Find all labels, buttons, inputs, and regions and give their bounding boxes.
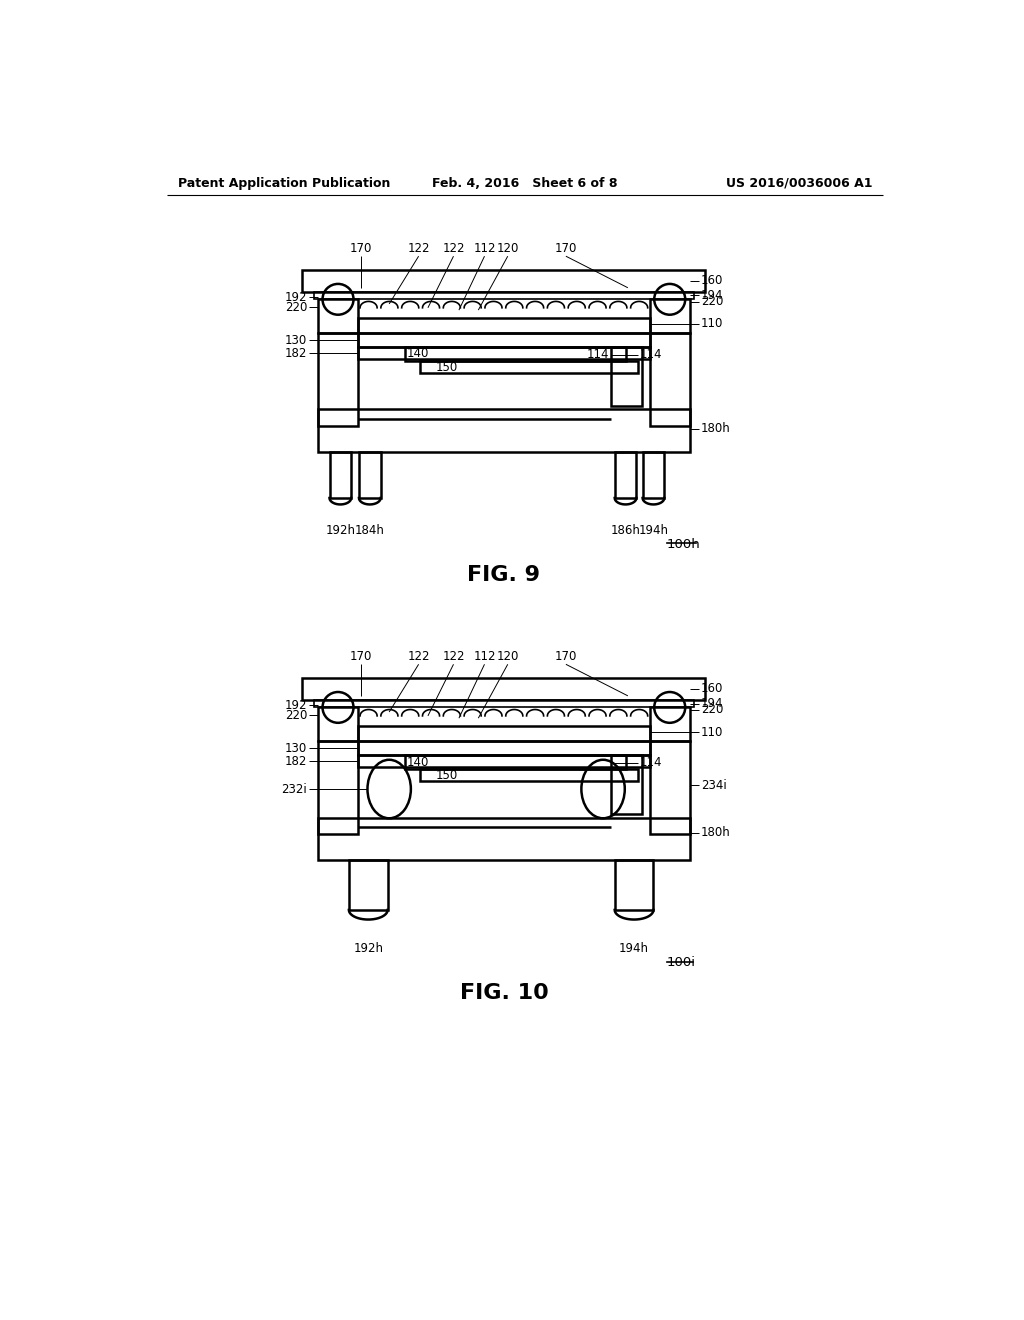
Bar	[302, 678, 706, 700]
Text: 170: 170	[349, 242, 372, 255]
Text: 100i: 100i	[667, 956, 695, 969]
Bar	[317, 817, 690, 859]
Text: 192: 192	[285, 698, 307, 711]
Text: 110: 110	[700, 317, 723, 330]
Text: 130: 130	[285, 742, 307, 755]
Text: Patent Application Publication: Patent Application Publication	[178, 177, 391, 190]
Text: 194h: 194h	[638, 524, 669, 537]
Text: 194h: 194h	[620, 942, 649, 956]
Text: FIG. 9: FIG. 9	[467, 565, 541, 585]
Bar	[420, 360, 638, 374]
Bar	[358, 333, 649, 347]
Bar	[330, 451, 351, 498]
Text: 112: 112	[473, 242, 496, 255]
Text: 170: 170	[555, 242, 578, 255]
Text: 194: 194	[700, 289, 723, 302]
Bar	[611, 755, 642, 813]
Text: 170: 170	[349, 649, 372, 663]
Bar	[404, 755, 627, 770]
Text: 182: 182	[285, 755, 307, 768]
Text: FIG. 10: FIG. 10	[460, 983, 548, 1003]
Text: 186h: 186h	[610, 524, 640, 537]
Bar	[314, 700, 693, 708]
Text: 220: 220	[700, 704, 723, 717]
Bar	[317, 300, 358, 333]
Bar	[317, 742, 358, 834]
Text: 220: 220	[700, 296, 723, 308]
Bar	[614, 859, 653, 909]
Bar	[649, 333, 690, 425]
Bar	[358, 755, 649, 767]
Text: 194: 194	[700, 697, 723, 710]
Text: 180h: 180h	[700, 826, 730, 840]
Text: 122: 122	[408, 649, 430, 663]
Text: 100h: 100h	[667, 537, 700, 550]
Bar	[359, 451, 381, 498]
Text: 180h: 180h	[700, 422, 730, 436]
Bar	[358, 726, 649, 742]
Text: 122: 122	[442, 649, 465, 663]
Text: 122: 122	[442, 242, 465, 255]
Text: 150: 150	[435, 768, 458, 781]
Bar	[611, 347, 642, 405]
Bar	[649, 742, 690, 834]
Text: 192h: 192h	[326, 524, 355, 537]
Text: 192: 192	[285, 290, 307, 304]
Bar	[317, 409, 690, 451]
Text: 120: 120	[497, 649, 519, 663]
Text: 114: 114	[640, 348, 662, 362]
Text: 160: 160	[700, 275, 723, 288]
Text: 192h: 192h	[353, 942, 383, 956]
Bar	[358, 742, 649, 755]
Text: US 2016/0036006 A1: US 2016/0036006 A1	[725, 177, 872, 190]
Text: 120: 120	[497, 242, 519, 255]
Text: 170: 170	[555, 649, 578, 663]
Text: 160: 160	[700, 682, 723, 696]
Text: 110: 110	[700, 726, 723, 739]
Bar	[358, 347, 649, 359]
Bar	[420, 770, 638, 781]
Bar	[302, 271, 706, 292]
Text: 232i: 232i	[282, 783, 307, 796]
Text: 140: 140	[407, 347, 429, 360]
Text: 150: 150	[435, 360, 458, 374]
Bar	[314, 292, 693, 300]
Text: 122: 122	[408, 242, 430, 255]
Text: Feb. 4, 2016   Sheet 6 of 8: Feb. 4, 2016 Sheet 6 of 8	[432, 177, 617, 190]
Text: 114: 114	[587, 348, 609, 362]
Text: 114: 114	[640, 756, 662, 770]
Bar	[614, 451, 636, 498]
Bar	[649, 708, 690, 742]
Text: 140: 140	[407, 755, 429, 768]
Bar	[358, 318, 649, 333]
Bar	[349, 859, 388, 909]
Text: 234i: 234i	[700, 779, 726, 792]
Text: 184h: 184h	[355, 524, 385, 537]
Text: 220: 220	[285, 301, 307, 314]
Bar	[404, 347, 627, 360]
Text: 130: 130	[285, 334, 307, 347]
Bar	[317, 333, 358, 425]
Text: 112: 112	[473, 649, 496, 663]
Bar	[317, 708, 358, 742]
Text: 220: 220	[285, 709, 307, 722]
Text: 182: 182	[285, 347, 307, 360]
Bar	[649, 300, 690, 333]
Bar	[643, 451, 665, 498]
